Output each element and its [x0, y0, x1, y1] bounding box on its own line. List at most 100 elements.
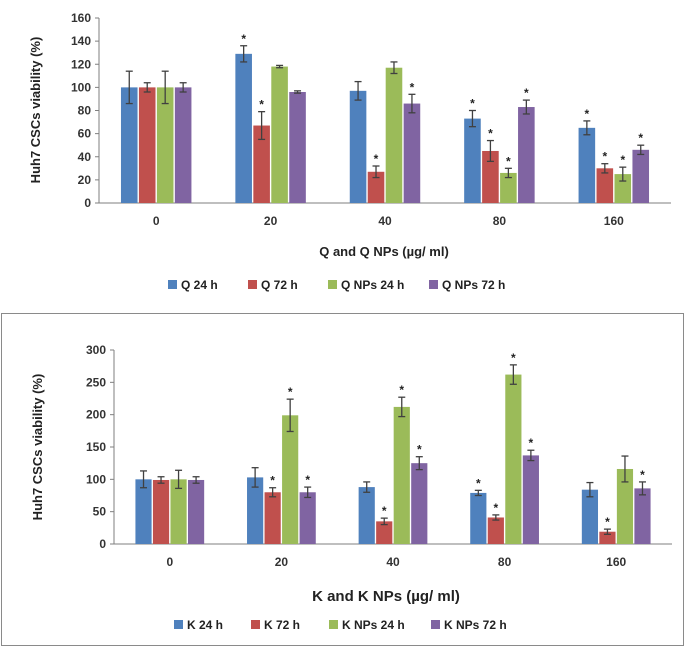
significance-star: * — [605, 515, 610, 529]
x-tick-label: 160 — [606, 555, 626, 569]
legend-swatch — [329, 620, 338, 629]
legend-label: K 24 h — [187, 618, 223, 632]
bar-q-q-24-h-80 — [464, 118, 481, 203]
bar-k-k-24-h-160 — [581, 489, 599, 544]
bar-k-k-nps-24-h-20 — [282, 415, 299, 544]
legend-swatch — [168, 280, 177, 289]
y-tick-label: 80 — [78, 104, 92, 118]
y-tick-label: 0 — [84, 196, 91, 210]
y-tick-label: 150 — [86, 440, 106, 454]
y-tick-label: 60 — [78, 127, 92, 141]
significance-star: * — [488, 127, 493, 141]
significance-star: * — [410, 80, 415, 94]
legend-swatch — [248, 280, 257, 289]
legend-label: Q NPs 72 h — [442, 278, 505, 292]
y-tick-label: 250 — [86, 375, 106, 389]
chart-panel-q: 0 20 40 60 80 100 120 140 160 0 * * 20 * * 40 * * * * 80 * * * *… — [0, 0, 685, 306]
bar-k-k-nps-72-h-40 — [411, 463, 428, 544]
bar-k-k-nps-72-h-160 — [634, 488, 651, 544]
bar-k-k-24-h-80 — [470, 492, 487, 544]
bar-q-q-nps-24-h-40 — [385, 67, 403, 203]
bar-k-k-nps-24-h-0 — [170, 479, 187, 544]
y-tick-label: 50 — [93, 505, 107, 519]
x-tick-label: 80 — [498, 555, 512, 569]
bar-k-k-nps-24-h-160 — [616, 468, 634, 544]
legend-swatch — [328, 280, 337, 289]
bar-k-k-72-h-80 — [487, 517, 504, 544]
y-tick-label: 140 — [71, 34, 91, 48]
bar-q-q-nps-72-h-40 — [403, 103, 421, 203]
legend-label: K NPs 24 h — [342, 618, 405, 632]
bar-q-q-nps-72-h-0 — [174, 87, 192, 203]
bar-q-q-nps-24-h-80 — [500, 172, 517, 203]
bar-k-k-nps-72-h-20 — [299, 492, 316, 544]
y-tick-label: 200 — [86, 408, 106, 422]
bar-q-q-nps-72-h-160 — [632, 149, 650, 203]
bar-q-q-nps-72-h-20 — [289, 92, 306, 203]
bar-k-k-72-h-0 — [152, 479, 170, 544]
x-axis-title: Q and Q NPs (µg/ ml) — [319, 244, 449, 259]
significance-star: * — [602, 150, 607, 164]
y-tick-label: 120 — [71, 57, 91, 71]
bar-k-k-nps-72-h-80 — [522, 455, 539, 544]
bar-k-k-nps-24-h-40 — [393, 406, 410, 544]
legend-swatch — [251, 620, 260, 629]
bar-q-q-72-h-160 — [596, 168, 614, 203]
x-tick-label: 0 — [166, 555, 173, 569]
y-tick-label: 160 — [71, 11, 91, 25]
y-tick-label: 100 — [71, 80, 91, 94]
significance-star: * — [638, 131, 643, 145]
significance-star: * — [241, 32, 246, 46]
bar-q-q-24-h-40 — [349, 90, 367, 203]
legend-label: Q NPs 24 h — [341, 278, 404, 292]
bar-k-k-nps-72-h-0 — [187, 479, 205, 544]
legend-swatch — [174, 620, 183, 629]
y-tick-label: 100 — [86, 472, 106, 486]
legend-swatch — [431, 620, 440, 629]
legend-label: Q 72 h — [261, 278, 298, 292]
bar-q-q-72-h-0 — [138, 87, 156, 203]
x-tick-label: 0 — [153, 214, 160, 228]
significance-star: * — [417, 443, 422, 457]
y-tick-label: 300 — [86, 343, 106, 357]
x-axis-title: K and K NPs (µg/ ml) — [312, 588, 460, 605]
y-tick-label: 20 — [78, 173, 92, 187]
significance-star: * — [620, 153, 625, 167]
significance-star: * — [399, 383, 404, 397]
significance-star: * — [374, 152, 379, 166]
significance-star: * — [382, 504, 387, 518]
significance-star: * — [524, 86, 529, 100]
bar-q-q-nps-72-h-80 — [518, 107, 535, 203]
significance-star: * — [305, 473, 310, 487]
bar-q-q-72-h-80 — [482, 150, 499, 203]
y-tick-label: 40 — [78, 150, 92, 164]
bar-q-q-72-h-40 — [367, 171, 385, 203]
bar-q-q-nps-24-h-160 — [614, 174, 632, 203]
legend-label: Q 24 h — [181, 278, 218, 292]
x-tick-label: 80 — [493, 214, 507, 228]
bar-q-q-nps-24-h-0 — [156, 87, 174, 203]
bar-k-k-nps-24-h-80 — [505, 374, 522, 544]
chart-panel-k: 0 50 100 150 200 250 300 0 * * * 20 * * * 40 * * * * 80 * * 160… — [1, 313, 684, 646]
chart-k-svg: 0 50 100 150 200 250 300 0 * * * 20 * * * 40 * * * * 80 * * 160… — [30, 343, 672, 632]
bar-k-k-24-h-20 — [247, 477, 264, 544]
bar-k-k-24-h-40 — [358, 487, 375, 544]
significance-star: * — [585, 107, 590, 121]
bar-q-q-24-h-20 — [235, 53, 252, 203]
significance-star: * — [470, 97, 475, 111]
significance-star: * — [259, 98, 264, 112]
significance-star: * — [511, 351, 516, 365]
legend-label: K NPs 72 h — [444, 618, 507, 632]
significance-star: * — [270, 474, 275, 488]
significance-star: * — [494, 501, 499, 515]
bar-q-q-nps-24-h-20 — [271, 66, 288, 203]
bar-k-k-72-h-160 — [599, 531, 616, 544]
bar-q-q-72-h-20 — [253, 125, 270, 203]
x-tick-label: 20 — [264, 214, 278, 228]
significance-star: * — [506, 154, 511, 168]
bar-q-q-24-h-160 — [578, 127, 596, 203]
significance-star: * — [640, 468, 645, 482]
x-tick-label: 160 — [604, 214, 624, 228]
x-tick-label: 40 — [378, 214, 392, 228]
x-tick-label: 40 — [386, 555, 400, 569]
